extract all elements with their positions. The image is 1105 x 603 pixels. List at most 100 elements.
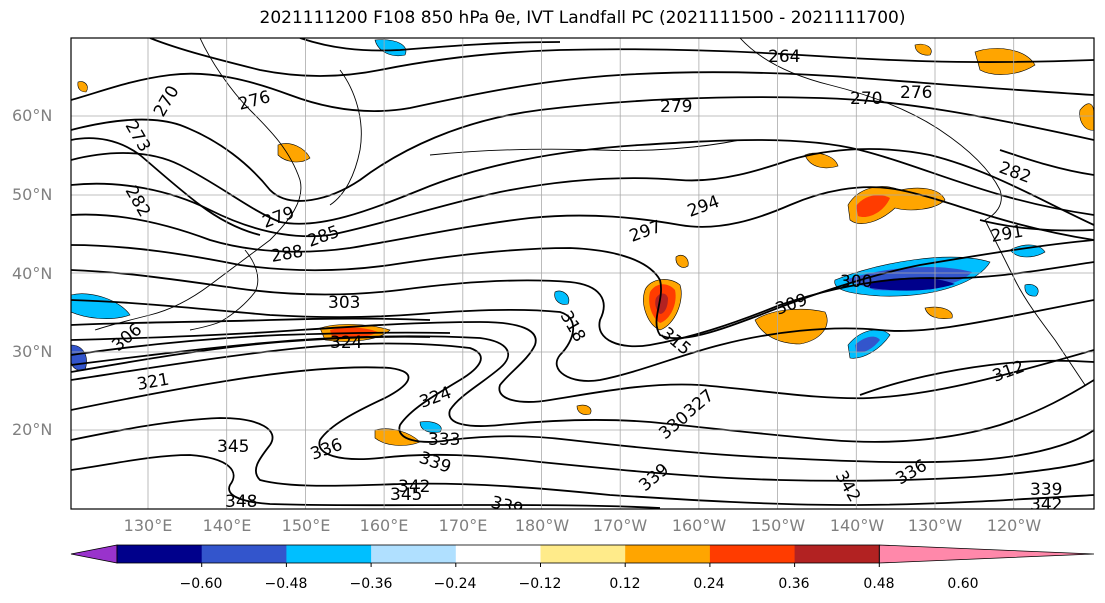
- contour-label: 342: [398, 477, 430, 497]
- contour-label: 279: [660, 97, 692, 117]
- lat-label-30n: 30°N: [12, 342, 53, 361]
- negative-anomaly-patch: [1009, 244, 1046, 258]
- lon-label: 150°E: [281, 516, 331, 535]
- lat-label-40n: 40°N: [12, 264, 53, 283]
- contour-line: [71, 137, 261, 236]
- colorbar-segment: [709, 545, 796, 563]
- coastline-asia: [94, 38, 302, 331]
- contour-label: 270: [850, 89, 882, 109]
- negative-anomaly-patch: [870, 277, 955, 291]
- colorbar-tick-label: 0.24: [693, 576, 725, 592]
- contour-label: 264: [768, 47, 800, 67]
- contour-label: 324: [330, 333, 362, 353]
- positive-anomaly-patch: [277, 143, 311, 163]
- contour-line: [299, 38, 561, 52]
- positive-anomaly-patch: [1079, 103, 1094, 131]
- contour-label: 345: [217, 437, 249, 457]
- coastline-north-america: [984, 219, 1086, 386]
- colorbar-segment: [540, 545, 626, 563]
- contour-label: 339: [1030, 480, 1062, 500]
- contour-line: [71, 299, 1094, 382]
- contour-line: [71, 366, 1094, 482]
- colorbar-segment: [625, 545, 711, 563]
- lon-label: 170°E: [438, 516, 488, 535]
- contour-label: 333: [428, 430, 460, 450]
- colorbar-segment: [794, 545, 880, 563]
- contour-line: [71, 139, 1094, 225]
- colorbar-segment: [201, 545, 287, 563]
- contour-line: [71, 186, 1094, 253]
- lon-label: 130°W: [907, 516, 963, 535]
- colorbar-extend-max: [878, 544, 1095, 564]
- figure-title: 2021111200 F108 850 hPa θe, IVT Landfall…: [259, 8, 906, 28]
- lon-label: 180°W: [514, 516, 570, 535]
- contour-line: [859, 359, 1094, 396]
- lat-label-60n: 60°N: [12, 106, 53, 125]
- contour-line: [71, 71, 1094, 112]
- lat-label-50n: 50°N: [12, 185, 53, 204]
- colorbar-segment: [371, 545, 457, 563]
- lon-label: 160°E: [359, 516, 409, 535]
- contour-label: 276: [900, 83, 932, 103]
- lon-label: 130°E: [123, 516, 173, 535]
- theta-e-contours: [71, 38, 1094, 509]
- colorbar-segment: [455, 545, 541, 563]
- coastline-kamchatka: [329, 69, 362, 206]
- colorbar-tick-label: −0.60: [179, 576, 223, 592]
- negative-anomaly-patch: [855, 336, 880, 353]
- graticule: [71, 38, 1094, 509]
- contour-line: [149, 38, 1094, 77]
- colorbar-extend-min: [70, 544, 118, 564]
- colorbar-tick-label: −0.24: [433, 576, 477, 592]
- contour-line: [999, 149, 1094, 176]
- positive-anomaly-patch: [77, 81, 88, 93]
- contour-line: [71, 239, 1094, 340]
- lon-label: 120°W: [986, 516, 1042, 535]
- colorbar-frame: [116, 544, 880, 564]
- contour-label: 300: [840, 272, 872, 292]
- lon-label: 160°W: [671, 516, 727, 535]
- contour-line: [71, 148, 1094, 238]
- coastline-japan: [189, 249, 259, 331]
- colorbar-tick-label: −0.48: [264, 576, 308, 592]
- contour-line: [71, 331, 451, 356]
- contour-label: 303: [328, 293, 360, 313]
- map-frame: [70, 37, 1095, 510]
- positive-anomaly-patch: [856, 194, 890, 218]
- contour-line: [71, 335, 431, 373]
- negative-anomaly-patch: [554, 290, 570, 305]
- contour-line: [71, 317, 431, 326]
- lat-label-20n: 20°N: [12, 420, 53, 439]
- aleutian-islands: [429, 139, 741, 156]
- colorbar-tick-label: 0.12: [609, 576, 641, 592]
- colorbar-tick-label: 0.48: [863, 576, 895, 592]
- lon-label: 140°E: [202, 516, 252, 535]
- contour-line: [71, 342, 1094, 464]
- colorbar: [70, 544, 1095, 567]
- positive-anomaly-patch: [924, 306, 953, 319]
- contour-label: 348: [225, 492, 257, 512]
- contour-line: [71, 454, 661, 509]
- positive-anomaly-patch: [675, 254, 689, 268]
- contour-label: 345: [390, 485, 422, 505]
- contour-line: [71, 417, 1094, 506]
- colorbar-segment: [286, 545, 372, 563]
- colorbar-tick-label: 0.60: [947, 576, 979, 592]
- lon-label: 140°W: [829, 516, 885, 535]
- contour-label: 342: [1030, 495, 1062, 515]
- lon-label: 150°W: [750, 516, 806, 535]
- contour-line: [71, 321, 1094, 403]
- positive-anomaly-patch: [576, 404, 592, 415]
- colorbar-tick-label: −0.12: [518, 576, 562, 592]
- positive-anomaly-patch: [914, 43, 932, 56]
- colorbar-tick-label: 0.36: [778, 576, 810, 592]
- colorbar-segment: [117, 545, 203, 563]
- negative-anomaly-patch: [374, 39, 407, 57]
- colorbar-tick-label: −0.36: [349, 576, 393, 592]
- lon-label: 170°W: [592, 516, 648, 535]
- contour-line: [71, 261, 1094, 348]
- contour-line: [979, 219, 1094, 232]
- coastlines: [94, 38, 1086, 386]
